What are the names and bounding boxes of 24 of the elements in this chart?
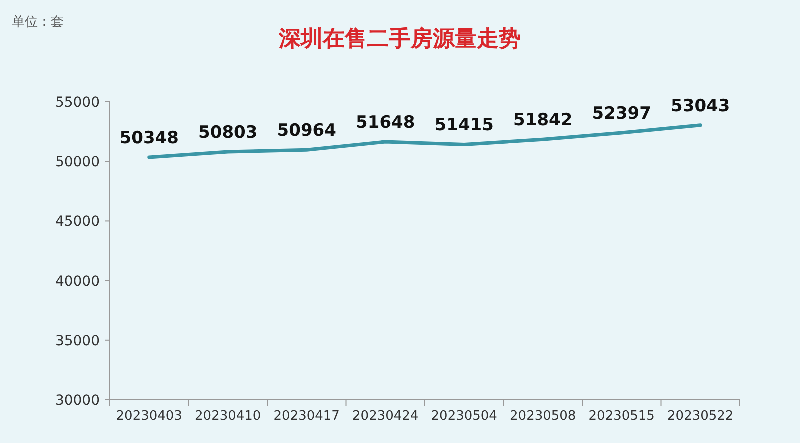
y-tick-label: 50000 [55, 154, 100, 171]
x-tick-label: 20230508 [510, 409, 576, 424]
x-tick-label: 20230522 [668, 409, 734, 424]
y-tick-label: 30000 [55, 393, 100, 409]
data-label: 50964 [277, 121, 337, 142]
data-label: 51648 [356, 112, 416, 133]
y-tick-label: 35000 [55, 333, 100, 350]
data-label: 52397 [592, 104, 652, 124]
data-label: 53043 [671, 96, 730, 116]
x-tick-label: 20230504 [431, 409, 498, 424]
y-tick-label: 45000 [55, 214, 100, 230]
chart-title: 深圳在售二手房源量走势 [278, 26, 521, 52]
x-tick-label: 20230410 [195, 409, 262, 424]
x-tick-label: 20230417 [274, 409, 340, 424]
data-label: 51415 [434, 116, 494, 136]
text: 单位：套 [12, 15, 64, 30]
data-label: 51842 [514, 110, 573, 131]
data-label: 50348 [120, 128, 179, 148]
x-tick-label: 20230403 [116, 409, 182, 424]
x-tick-label: 20230424 [352, 409, 419, 424]
x-tick-label: 20230515 [588, 409, 655, 424]
y-tick-label: 40000 [55, 274, 100, 290]
y-tick-label: 55000 [55, 95, 100, 111]
data-label: 50803 [198, 123, 258, 144]
